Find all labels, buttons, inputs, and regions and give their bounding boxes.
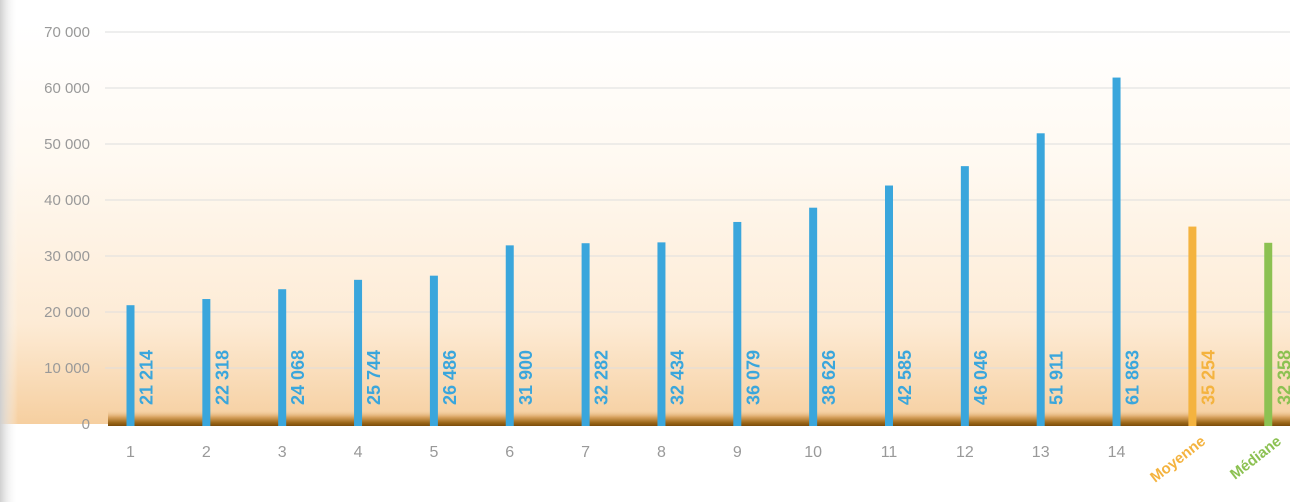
y-axis-ticks: 0 10 000 20 000 30 000 40 000 50 000 60 000 70 … [44, 24, 90, 433]
bar-value-label: 25 744 [364, 350, 384, 405]
bar-value-label: 61 863 [1123, 350, 1143, 405]
bar-value-label: 42 585 [895, 350, 915, 405]
left-edge-shadow [0, 0, 18, 502]
bar-value-label: 51 911 [1047, 351, 1067, 405]
x-tick-label: Médiane [1227, 433, 1285, 483]
y-tick-label: 50 000 [44, 136, 90, 153]
bar [1112, 77, 1121, 426]
y-tick-label: 70 000 [44, 24, 90, 41]
x-tick-label: 13 [1032, 444, 1050, 461]
x-tick-label: 14 [1108, 444, 1126, 461]
bar [1036, 133, 1045, 426]
bar [885, 185, 893, 426]
x-tick-label: 3 [278, 444, 287, 461]
bar [733, 221, 742, 426]
bar [960, 166, 969, 426]
bar-value-label: 32 434 [667, 350, 687, 405]
x-tick-label: 12 [956, 444, 974, 461]
bar [1264, 242, 1273, 426]
bar-value-label: 32 358 [1274, 350, 1290, 405]
x-tick-label: 8 [657, 444, 666, 461]
bar-value-label: 21 214 [137, 350, 157, 405]
plot-background [0, 24, 1290, 424]
bar-value-label: 32 282 [592, 350, 612, 405]
x-tick-label: 10 [804, 444, 822, 461]
bar [429, 275, 438, 426]
bar-value-label: 31 900 [516, 350, 536, 405]
bar-value-label: 35 254 [1198, 350, 1218, 405]
bar [657, 242, 666, 426]
x-tick-label: 2 [202, 444, 211, 461]
y-tick-label: 20 000 [44, 304, 90, 321]
bar [202, 299, 211, 426]
x-axis-ticks: 1 2 3 4 5 6 7 8 9 10 11 12 13 14 Moyenne Médiane [126, 433, 1285, 486]
y-tick-label: 60 000 [44, 80, 90, 97]
bar-value-label: 38 626 [819, 350, 839, 405]
x-tick-label: 7 [581, 444, 590, 461]
bar [354, 279, 363, 426]
bar [581, 243, 590, 426]
bar [126, 305, 135, 426]
bar-value-label: 24 068 [288, 350, 308, 405]
gridlines [105, 31, 1290, 369]
x-tick-label: 9 [733, 444, 742, 461]
bar [1188, 226, 1197, 426]
y-tick-label: 0 [82, 416, 90, 433]
bar [278, 289, 287, 426]
bars-group: 21 214 22 318 24 068 25 744 26 486 31 900 32 2… [126, 77, 1290, 426]
x-tick-label: 1 [126, 444, 135, 461]
bar [809, 207, 818, 426]
x-tick-label: 11 [881, 444, 898, 461]
x-tick-label: 6 [505, 444, 514, 461]
x-tick-label: 5 [429, 444, 438, 461]
y-tick-label: 40 000 [44, 192, 90, 209]
x-tick-label: Moyenne [1147, 433, 1209, 486]
baseline-band [108, 410, 1290, 426]
bar [505, 245, 514, 426]
bar-value-label: 26 486 [440, 350, 460, 405]
y-tick-label: 10 000 [44, 360, 90, 377]
bar-value-label: 46 046 [971, 350, 991, 405]
bar-value-label: 22 318 [212, 350, 232, 405]
y-tick-label: 30 000 [44, 248, 90, 265]
bar-value-label: 36 079 [743, 350, 763, 405]
x-tick-label: 4 [354, 444, 363, 461]
